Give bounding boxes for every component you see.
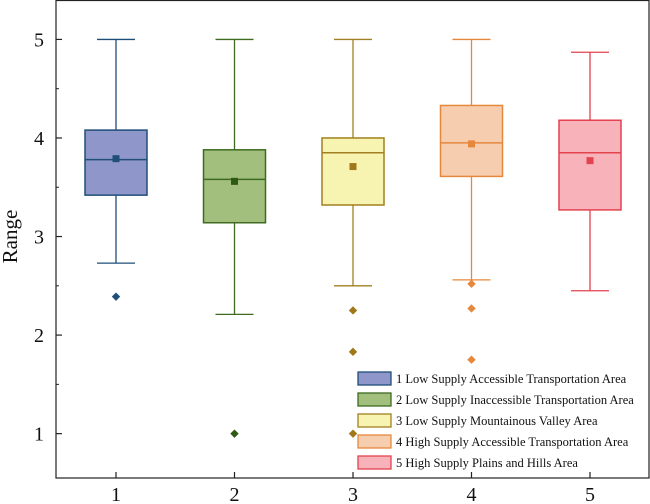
x-tick-label: 3 bbox=[348, 484, 358, 504]
legend-swatch bbox=[357, 371, 392, 386]
box-series-2 bbox=[202, 38, 267, 438]
box-series-1 bbox=[84, 38, 148, 301]
legend: 1 Low Supply Accessible Transportation A… bbox=[357, 371, 634, 470]
legend-label: 3 Low Supply Mountainous Valley Area bbox=[396, 414, 598, 428]
box-series-3 bbox=[321, 38, 385, 438]
y-tick-label: 1 bbox=[34, 424, 44, 446]
mean-marker bbox=[349, 163, 357, 171]
iqr-box bbox=[202, 149, 267, 224]
outlier-point bbox=[348, 347, 358, 357]
x-tick-label: 4 bbox=[467, 484, 477, 504]
y-axis-title: Range bbox=[0, 210, 22, 264]
legend-item-3: 3 Low Supply Mountainous Valley Area bbox=[357, 413, 598, 428]
legend-item-4: 4 High Supply Accessible Transportation … bbox=[357, 434, 629, 449]
box-series-5 bbox=[558, 51, 622, 292]
outlier-point bbox=[467, 304, 476, 313]
legend-swatch bbox=[357, 434, 392, 449]
legend-item-1: 1 Low Supply Accessible Transportation A… bbox=[357, 371, 627, 386]
legend-label: 4 High Supply Accessible Transportation … bbox=[396, 435, 629, 449]
plot-area bbox=[84, 38, 622, 438]
x-tick-label: 1 bbox=[111, 484, 121, 504]
y-tick-label: 4 bbox=[34, 128, 44, 150]
outlier-point bbox=[348, 429, 358, 438]
y-tick-label: 2 bbox=[34, 325, 44, 347]
outlier-point bbox=[348, 306, 358, 315]
outlier-point bbox=[111, 292, 121, 301]
x-tick-label: 2 bbox=[230, 484, 240, 504]
legend-label: 1 Low Supply Accessible Transportation A… bbox=[396, 372, 627, 386]
legend-label: 5 High Supply Plains and Hills Area bbox=[396, 456, 578, 470]
outlier-point bbox=[230, 429, 239, 438]
legend-item-5: 5 High Supply Plains and Hills Area bbox=[357, 455, 578, 470]
iqr-box bbox=[84, 129, 148, 196]
y-tick-label: 3 bbox=[34, 227, 44, 249]
outlier-point bbox=[467, 355, 476, 364]
mean-marker bbox=[586, 157, 594, 165]
mean-marker bbox=[468, 140, 475, 148]
mean-marker bbox=[112, 155, 120, 163]
iqr-box bbox=[558, 119, 622, 211]
legend-item-2: 2 Low Supply Inaccessible Transportation… bbox=[357, 392, 634, 407]
legend-swatch bbox=[357, 455, 392, 470]
legend-swatch bbox=[357, 392, 392, 407]
mean-marker bbox=[231, 177, 238, 185]
x-tick-label: 5 bbox=[585, 484, 595, 504]
iqr-box bbox=[321, 137, 385, 206]
y-tick-label: 5 bbox=[34, 29, 44, 51]
outlier-point bbox=[467, 279, 476, 289]
legend-label: 2 Low Supply Inaccessible Transportation… bbox=[396, 393, 634, 407]
legend-swatch bbox=[357, 413, 392, 428]
box-series-4 bbox=[439, 38, 504, 364]
